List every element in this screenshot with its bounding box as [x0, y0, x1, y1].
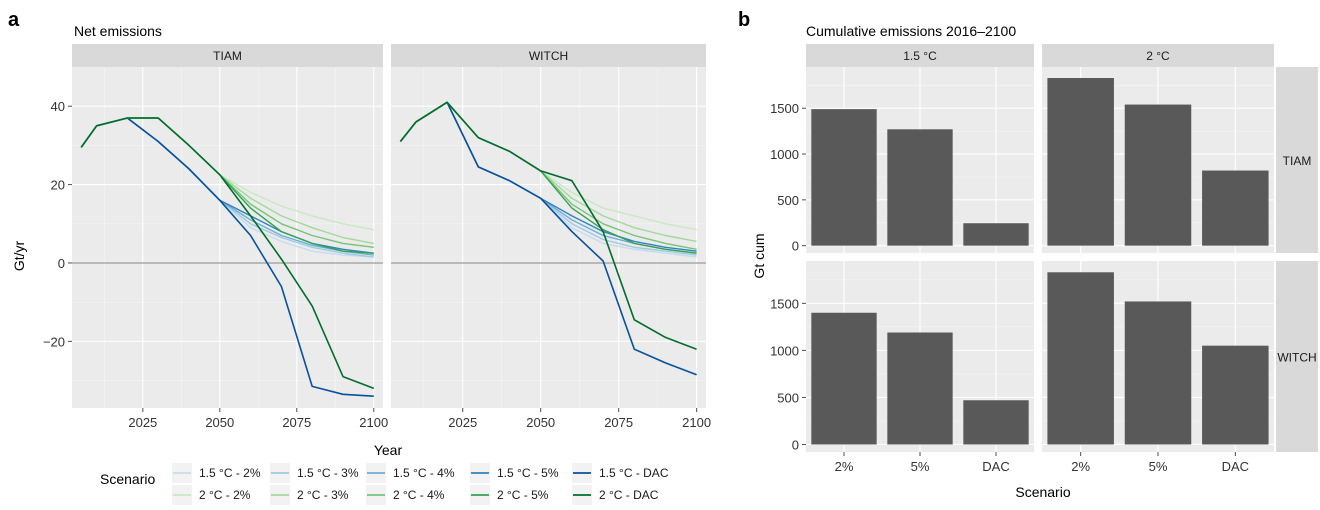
y-tick-label: 40: [51, 99, 65, 114]
series-line: [80, 117, 375, 390]
y-tick-label: 0: [792, 239, 799, 254]
legend-item-label: 2 °C - 5%: [497, 488, 549, 502]
legend-item-label: 2 °C - 3%: [297, 488, 349, 502]
panel-b-xlabel: Scenario: [1015, 484, 1070, 500]
bar: [1047, 272, 1114, 445]
legend-item-label: 1.5 °C - 5%: [497, 466, 559, 480]
bar: [811, 109, 877, 246]
panel-a-xlabel: Year: [374, 442, 403, 458]
x-tick-label: DAC: [982, 459, 1009, 474]
facet-strip-label: 2 °C: [1146, 49, 1170, 63]
facet-strip: [1042, 44, 1274, 67]
legend-item-label: 2 °C - DAC: [599, 488, 659, 502]
facet-strip: [1276, 261, 1318, 452]
facet-strip-label: WITCH: [1277, 351, 1316, 365]
legend-item-label: 1.5 °C - 2%: [199, 466, 261, 480]
facet-strip-label: 1.5 °C: [903, 49, 937, 63]
panel-b-ylabel: Gt cum: [751, 233, 767, 278]
bar: [1047, 77, 1114, 246]
bar: [1124, 301, 1192, 445]
legend-title: Scenario: [100, 471, 155, 487]
panel-a-ylabel: Gt/yr: [11, 241, 27, 272]
facet-strip-label: TIAM: [213, 49, 242, 63]
panel-b-letter: b: [738, 9, 750, 31]
x-tick-label: 5%: [911, 459, 930, 474]
bar: [887, 129, 953, 246]
y-tick-label: 0: [58, 256, 65, 271]
series-line: [399, 101, 697, 350]
panel-a-title: Net emissions: [74, 23, 162, 39]
facet-series-tiam: [80, 117, 375, 397]
bar: [963, 400, 1029, 445]
x-tick-label: 2025: [128, 415, 157, 430]
x-tick-label: 2050: [205, 415, 234, 430]
bar: [1124, 104, 1192, 246]
x-tick-label: 2075: [282, 415, 311, 430]
x-tick-label: 2075: [604, 415, 633, 430]
facet-strip: [72, 44, 383, 67]
y-tick-label: 0: [792, 437, 799, 452]
facet-series-witch: [399, 101, 697, 376]
panel-a-letter: a: [8, 9, 20, 31]
x-tick-label: 2100: [682, 415, 711, 430]
y-tick-label: 1000: [770, 147, 799, 162]
bar: [811, 312, 877, 445]
y-tick-label: 1500: [770, 101, 799, 116]
y-tick-label: 1500: [770, 296, 799, 311]
bar: [963, 223, 1029, 246]
chart-marks: TIAM 2025 2050 2075 2100 WITCH 2025 2050 2075 210…: [43, 44, 1318, 505]
x-tick-label: 5%: [1149, 459, 1168, 474]
bar: [887, 332, 953, 445]
x-tick-label: 2%: [1071, 459, 1090, 474]
y-tick-label: −20: [43, 334, 65, 349]
x-tick-label: 2025: [448, 415, 477, 430]
legend-item-label: 1.5 °C - 3%: [297, 466, 359, 480]
bar: [1202, 345, 1269, 445]
plot-panel: [72, 67, 383, 408]
legend-item-label: 1.5 °C - DAC: [599, 466, 669, 480]
x-tick-label: DAC: [1222, 459, 1249, 474]
legend-item-label: 2 °C - 4%: [393, 488, 445, 502]
facet-strip: [391, 44, 706, 67]
plot-panel: [391, 67, 706, 408]
y-tick-label: 20: [51, 178, 65, 193]
panel-b-title: Cumulative emissions 2016–2100: [806, 23, 1016, 39]
legend-item-label: 1.5 °C - 4%: [393, 466, 455, 480]
bar: [1202, 170, 1269, 246]
x-tick-label: 2050: [526, 415, 555, 430]
facet-strip: [1276, 67, 1318, 253]
facet-strip-label: WITCH: [529, 49, 568, 63]
x-tick-label: 2%: [835, 459, 854, 474]
x-tick-label: 2100: [359, 415, 388, 430]
facet-strip: [806, 44, 1034, 67]
y-tick-label: 500: [777, 193, 799, 208]
legend-item-label: 2 °C - 2%: [199, 488, 251, 502]
y-tick-label: 500: [777, 390, 799, 405]
facet-strip-label: TIAM: [1283, 154, 1312, 168]
y-tick-label: 1000: [770, 343, 799, 358]
